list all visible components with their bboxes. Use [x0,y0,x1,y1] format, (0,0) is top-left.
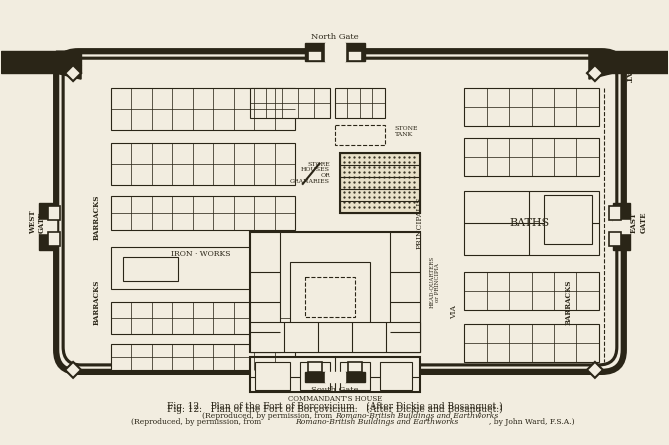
Bar [599,65,668,73]
Bar [613,202,630,221]
Text: BATHS: BATHS [509,218,549,228]
Bar [464,324,599,362]
Text: BARRACKS: BARRACKS [565,279,573,325]
Text: South Gate: South Gate [311,386,359,394]
Text: Fig. 12.   Plan of the Fort of Borcovicium.   (After Dickie and Bosanquet.): Fig. 12. Plan of the Fort of Borcovicium… [167,405,503,414]
Bar [111,302,295,334]
Bar [250,88,330,118]
Bar [464,190,599,255]
Text: Romano-British Buildings and Earthworks: Romano-British Buildings and Earthworks [335,412,498,420]
Bar [308,362,322,372]
Text: STONE
TANK: STONE TANK [395,126,418,137]
Bar [39,202,56,221]
Bar [335,88,385,118]
Text: COMMANDANT'S HOUSE: COMMANDANT'S HOUSE [288,395,382,403]
Polygon shape [56,51,81,79]
Polygon shape [65,65,81,81]
Bar [308,51,322,61]
Text: STORE
HOUSES
OR
GRANARIES: STORE HOUSES OR GRANARIES [290,162,330,184]
Bar [111,143,295,185]
Bar [348,362,362,372]
Bar [111,88,295,130]
Text: HEAD-QUARTERS
or PRINCIPIA: HEAD-QUARTERS or PRINCIPIA [429,256,440,308]
Bar [111,247,250,289]
FancyBboxPatch shape [63,58,617,365]
Text: Romano-British Buildings and Earthworks: Romano-British Buildings and Earthworks [295,418,458,426]
Text: , by John Ward, F.S.A.): , by John Ward, F.S.A.) [489,418,575,426]
Text: GREAT: GREAT [624,53,632,83]
Text: VIA: VIA [450,305,458,319]
Bar [345,372,365,382]
Bar [39,219,56,234]
Text: PRINCIPALIS: PRINCIPALIS [415,196,423,249]
Bar [305,43,325,61]
Bar [300,362,330,390]
Bar [250,232,419,352]
Bar [348,51,362,61]
Polygon shape [589,51,613,79]
Polygon shape [65,362,81,378]
Text: (Reproduced, by permission, from: (Reproduced, by permission, from [203,412,335,420]
Text: BARRACKS: BARRACKS [93,195,101,240]
Text: BARRACKS: BARRACKS [93,279,101,325]
Bar [111,196,295,231]
Bar [290,263,370,332]
Bar [256,362,290,390]
Bar [48,232,60,247]
Bar [464,88,599,126]
Bar [464,138,599,176]
Text: North Gate: North Gate [311,33,359,41]
Bar [390,232,419,352]
Bar [250,357,419,392]
Bar [340,362,370,390]
Text: WEST
GATE: WEST GATE [29,210,46,235]
Polygon shape [587,362,603,378]
Bar [250,232,280,352]
Text: IRON · WORKS: IRON · WORKS [171,251,230,259]
Bar [609,206,621,219]
Bar [340,153,419,213]
Bar [380,362,411,390]
Bar [305,277,355,317]
Text: EAST
GATE: EAST GATE [630,212,648,233]
Bar [340,153,419,213]
Bar [325,372,345,382]
Bar [464,272,599,310]
Bar [345,43,365,61]
Bar [325,43,345,61]
Polygon shape [587,65,603,81]
Bar [48,206,60,219]
Text: WALL: WALL [5,62,29,70]
Bar [1,51,81,65]
Bar [335,125,385,145]
Text: Fig. 12.   Plan of the Fort of Borcovicium.   (After Dickie and Bosanquet.): Fig. 12. Plan of the Fort of Borcovicium… [167,402,503,411]
Bar [599,51,668,65]
Bar [544,194,592,244]
Bar [39,232,56,251]
Bar [613,232,630,251]
Bar [1,65,81,73]
Bar [111,344,295,370]
Bar [613,219,630,234]
Bar [250,322,419,352]
Bar [609,232,621,247]
Bar [123,257,178,281]
Bar [305,372,325,382]
FancyBboxPatch shape [56,51,624,372]
Text: GREAT: GREAT [5,53,35,61]
Text: (Reproduced, by permission, from: (Reproduced, by permission, from [131,418,264,426]
